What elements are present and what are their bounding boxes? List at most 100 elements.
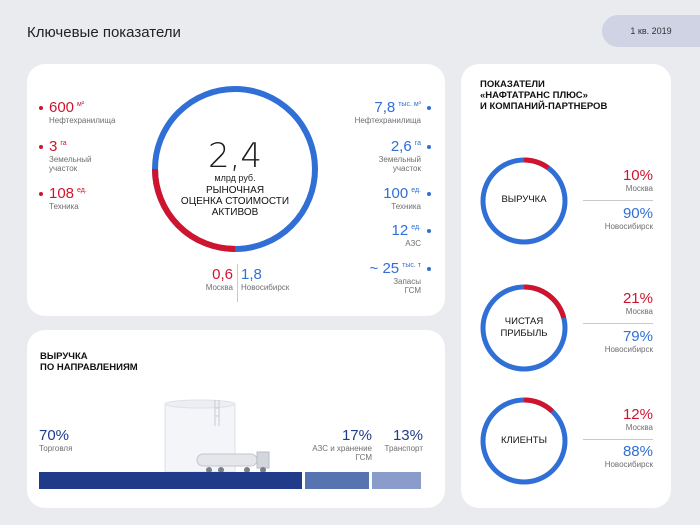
stat-label: Нефтехранилища [49, 116, 116, 125]
novosibirsk-label: Новосибирск [604, 222, 653, 231]
right-stat-fuel-reserves: ~ 25 тыс. т Запасы ГСМ [370, 258, 431, 295]
stat-unit: ед. [411, 187, 421, 194]
right-stat-stations: 12 ед. АЗС [392, 220, 431, 248]
novosibirsk-value: 1,8 [241, 266, 262, 283]
stat-unit: ед. [77, 187, 87, 194]
tank-truck-illustration [164, 399, 270, 473]
page-title: Ключевые показатели [27, 24, 181, 41]
bullet-dot [427, 229, 431, 234]
novosibirsk-label: Новосибирск [604, 460, 653, 469]
split-divider [237, 264, 238, 302]
segment-pct: 17% [341, 427, 372, 444]
bullet-dot [427, 192, 431, 197]
segment-label: АЗС и хранение [312, 444, 372, 453]
ring-moscow-arc [480, 284, 568, 372]
stat-unit: м² [77, 101, 85, 108]
stat-label: Нефтехранилища [354, 116, 421, 125]
bullet-dot [39, 106, 43, 111]
item-divider [583, 323, 653, 324]
stat-label: Земельный [378, 155, 421, 164]
revenue-bar-transport [372, 472, 421, 489]
revenue-moscow: 10% Москва [623, 167, 653, 193]
segment-label: Торговля [39, 444, 73, 453]
ring-label: ВЫРУЧКА [501, 194, 547, 205]
left-stat-vehicles: 108 ед. Техника [39, 183, 87, 211]
moscow-pct: 21% [622, 290, 653, 307]
stat-label: Техника [391, 202, 421, 211]
bullet-dot [427, 145, 431, 150]
novosibirsk-label: Новосибирск [241, 283, 290, 292]
segment-pct: 70% [39, 427, 70, 444]
ring-label: ЧИСТАЯ [504, 316, 544, 327]
revenue-title: ПО НАПРАВЛЕНИЯМ [40, 362, 138, 373]
revenue-bar-stations [305, 472, 370, 489]
item-divider [583, 439, 653, 440]
novosibirsk-pct: 79% [622, 328, 653, 345]
partners-title: «НАФТАТРАНС ПЛЮС» [480, 90, 588, 101]
moscow-label: Москва [205, 283, 233, 292]
valuation-caption: АКТИВОВ [211, 207, 259, 218]
ring-moscow-arc [480, 397, 568, 485]
revenue-bar-trade [39, 472, 303, 489]
bullet-dot [427, 106, 431, 111]
ring-label: КЛИЕНТЫ [500, 435, 547, 446]
revenue-novosibirsk: 90% Новосибирск [605, 205, 653, 231]
segment-stations: 17% АЗС и хранение ГСМ [312, 427, 372, 462]
revenue-title: ВЫРУЧКА [40, 351, 88, 362]
stat-value: ~ 25 [369, 260, 400, 277]
left-stat-storage: 600 м² Нефтехранилища [39, 97, 115, 125]
stat-value: 108 [49, 185, 75, 202]
stat-unit: га [414, 140, 421, 147]
bullet-dot [427, 267, 431, 272]
left-stat-land: 3 га Земельный участок [39, 136, 91, 173]
revenue-bar [39, 472, 421, 489]
bullet-dot [39, 192, 43, 197]
stat-label: участок [392, 164, 421, 173]
valuation-donut [152, 86, 318, 252]
stat-value: 7,8 [374, 99, 396, 116]
stat-value: 12 [391, 222, 409, 239]
profit-novosibirsk: 79% Новосибирск [605, 328, 653, 354]
right-stat-vehicles: 100 ед. Техника [383, 183, 431, 211]
segment-pct: 13% [392, 427, 423, 444]
donut-moscow-arc [152, 86, 318, 252]
stat-value: 600 [49, 99, 75, 116]
moscow-pct: 12% [622, 406, 653, 423]
profit-ring [480, 284, 568, 372]
segment-transport: 13% Транспорт [385, 427, 423, 453]
stat-unit: га [60, 140, 67, 147]
moscow-pct: 10% [622, 167, 653, 184]
stat-label: ГСМ [404, 286, 421, 295]
ring-moscow-arc [480, 157, 568, 245]
bullet-dot [39, 145, 43, 150]
stat-label: Техника [49, 202, 79, 211]
stat-value: 3 [49, 138, 58, 155]
partners-card: ПОКАЗАТЕЛИ «НАФТАТРАНС ПЛЮС» И КОМПАНИЙ-… [461, 64, 671, 508]
stat-unit: ед. [411, 224, 421, 231]
stat-unit: тыс. т [402, 262, 421, 269]
right-stat-storage: 7,8 тыс. м³ Нефтехранилища [355, 97, 431, 125]
stat-label: Земельный [49, 155, 92, 164]
moscow-label: Москва [625, 307, 653, 316]
stat-unit: тыс. м³ [398, 101, 421, 108]
novosibirsk-pct: 88% [622, 443, 653, 460]
stat-label: АЗС [405, 239, 421, 248]
segment-label: Транспорт [384, 444, 423, 453]
moscow-split: 0,6 Москва [193, 266, 233, 292]
novosibirsk-split: 1,8 Новосибирск [241, 266, 289, 292]
clients-novosibirsk: 88% Новосибирск [605, 443, 653, 469]
right-stat-land: 2,6 га Земельный участок [379, 136, 431, 173]
stat-value: 100 [383, 185, 409, 202]
moscow-label: Москва [625, 423, 653, 432]
valuation-value: 2,4 [207, 136, 263, 176]
stat-label: Запасы [393, 277, 421, 286]
profit-moscow: 21% Москва [623, 290, 653, 316]
novosibirsk-label: Новосибирск [604, 345, 653, 354]
segment-label: ГСМ [355, 453, 372, 462]
novosibirsk-pct: 90% [622, 205, 653, 222]
period-badge: 1 кв. 2019 [602, 15, 700, 47]
revenue-card: ВЫРУЧКА ПО НАПРАВЛЕНИЯМ 70% Торговля 17%… [27, 330, 445, 508]
revenue-ring [480, 157, 568, 245]
valuation-card: 600 м² Нефтехранилища 3 га Земельный участ… [27, 64, 445, 316]
clients-ring [480, 397, 568, 485]
